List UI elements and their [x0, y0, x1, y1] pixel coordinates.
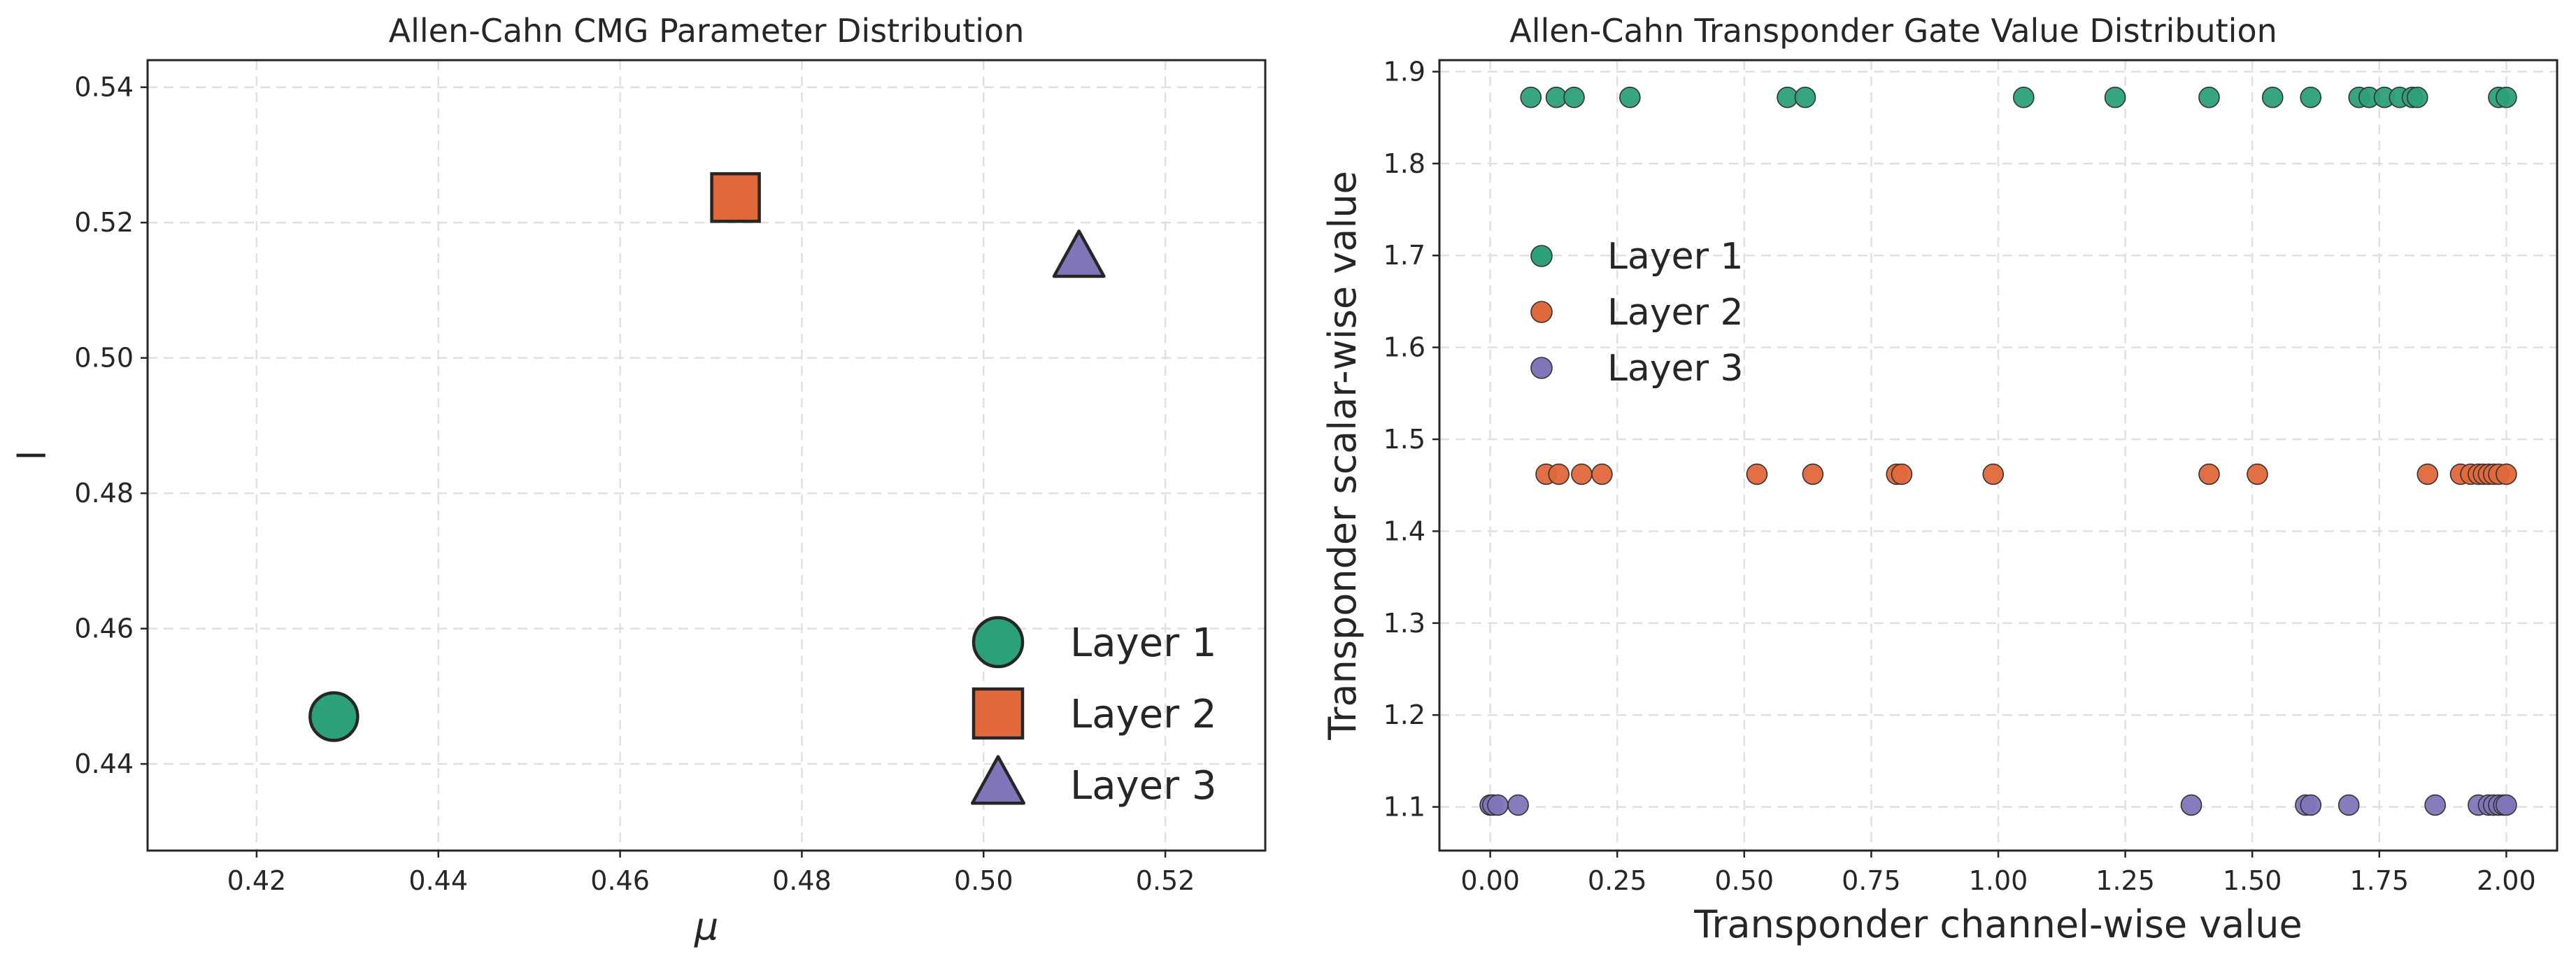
data-point-layer-2 [2496, 463, 2517, 485]
y-tick-label: 1.6 [1383, 332, 1425, 363]
y-tick-label: 1.1 [1383, 792, 1425, 823]
x-tick-label: 0.75 [1842, 865, 1901, 896]
y-tick-label: 0.44 [74, 748, 134, 779]
data-point-layer-1 [2013, 86, 2035, 108]
y-tick-label: 1.2 [1383, 699, 1425, 730]
chart-title: Allen-Cahn Transponder Gate Value Distri… [1509, 12, 2277, 50]
legend-marker [1530, 301, 1553, 323]
data-point-layer-1 [1619, 86, 1641, 108]
x-axis-label: Transponder channel-wise value [1693, 902, 2302, 946]
y-tick-label: 1.7 [1383, 240, 1425, 271]
data-point-layer-3 [2337, 794, 2360, 816]
plot-frame [1438, 59, 2559, 852]
x-tick-label: 0.44 [408, 865, 468, 896]
data-point-layer-2 [2417, 463, 2439, 485]
legend-label: Layer 1 [1607, 236, 1744, 278]
legend-marker [1530, 245, 1553, 267]
y-tick-label: 0.52 [74, 207, 134, 238]
legend-marker [971, 755, 1025, 805]
tick-marks: 0.00 0.25 0.50 0.75 1.00 1.25 1.50 1.75 2.00 1.1 1… [1383, 56, 2536, 896]
y-tick-label: 1.9 [1383, 56, 1425, 87]
chart-title: Allen-Cahn CMG Parameter Distribution [389, 12, 1025, 50]
data-points [308, 172, 1106, 742]
data-point-layer-3 [2180, 794, 2203, 816]
x-tick-label: 0.50 [954, 865, 1013, 896]
data-point-layer-2 [1891, 463, 1913, 485]
x-axis-label: μ [694, 904, 718, 949]
data-point-layer-1 [1520, 86, 1542, 108]
data-point-layer-1 [1794, 86, 1816, 108]
data-point-layer-2 [1571, 463, 1593, 485]
x-tick-label: 0.50 [1715, 865, 1774, 896]
data-point-layer-1 [2261, 86, 2284, 108]
data-point-layer-2 [1548, 463, 1570, 485]
legend-label: Layer 2 [1607, 292, 1744, 334]
cmg-parameter-chart: Allen-Cahn CMG Parameter Distribution 0.… [10, 12, 1267, 949]
data-point-layer-1 [2496, 86, 2517, 108]
x-tick-label: 2.00 [2477, 865, 2536, 896]
x-tick-label: 0.48 [772, 865, 832, 896]
legend: Layer 1 Layer 2 Layer 3 [1530, 236, 1744, 390]
x-tick-label: 1.00 [1969, 865, 2028, 896]
data-point-layer-1 [2406, 86, 2428, 108]
y-tick-label: 1.5 [1383, 424, 1425, 455]
grid [148, 60, 1265, 851]
data-point-layer-2 [2247, 463, 2268, 485]
y-tick-label: 1.3 [1383, 608, 1425, 639]
data-point-layer-1 [2300, 86, 2322, 108]
legend: Layer 1 Layer 2 Layer 3 [971, 616, 1217, 809]
legend-label: Layer 3 [1607, 348, 1744, 390]
data-point-layer-3 [1052, 229, 1106, 278]
y-tick-label: 0.50 [74, 343, 134, 374]
legend-label: Layer 1 [1070, 620, 1217, 666]
legend-label: Layer 2 [1070, 692, 1217, 737]
data-point-layer-3 [2300, 794, 2322, 816]
data-point-layer-3 [2496, 794, 2517, 816]
y-tick-label: 1.4 [1383, 516, 1425, 546]
data-point-layer-2 [1746, 463, 1768, 485]
data-points [1479, 86, 2517, 816]
data-point-layer-3 [1507, 794, 1529, 816]
data-point-layer-2 [1802, 463, 1824, 485]
data-point-layer-2 [1982, 463, 2005, 485]
y-tick-label: 1.8 [1383, 148, 1425, 179]
data-point-layer-2 [2198, 463, 2220, 485]
x-tick-label: 0.52 [1136, 865, 1195, 896]
legend-marker [1530, 357, 1553, 379]
x-tick-label: 0.25 [1588, 865, 1647, 896]
data-point-layer-3 [1487, 794, 1509, 816]
data-point-layer-1 [2104, 86, 2126, 108]
y-tick-label: 0.48 [74, 478, 134, 509]
x-tick-label: 1.25 [2095, 865, 2155, 896]
legend-label: Layer 3 [1070, 763, 1217, 809]
legend-marker [972, 687, 1025, 740]
y-axis-label: Transponder scalar-wise value [1321, 171, 1365, 741]
tick-marks: 0.42 0.44 0.46 0.48 0.50 0.52 0.44 0.46 0.48 0.50… [74, 72, 1195, 896]
data-point-layer-1 [308, 691, 360, 742]
x-tick-label: 1.75 [2349, 865, 2409, 896]
y-axis-label: l [10, 450, 55, 460]
y-tick-label: 0.46 [74, 613, 134, 644]
transponder-gate-chart: Allen-Cahn Transponder Gate Value Distri… [1321, 12, 2559, 946]
x-tick-label: 0.42 [227, 865, 287, 896]
x-tick-label: 0.00 [1460, 865, 1520, 896]
legend-marker [972, 616, 1025, 669]
x-tick-label: 0.46 [590, 865, 650, 896]
x-tick-label: 1.50 [2223, 865, 2282, 896]
y-tick-label: 0.54 [74, 72, 134, 103]
data-point-layer-3 [2424, 794, 2446, 816]
data-point-layer-2 [710, 172, 761, 223]
plot-frame [146, 59, 1267, 852]
grid [1439, 60, 2557, 851]
data-point-layer-1 [1563, 86, 1585, 108]
data-point-layer-2 [1591, 463, 1613, 485]
data-point-layer-1 [2198, 86, 2220, 108]
